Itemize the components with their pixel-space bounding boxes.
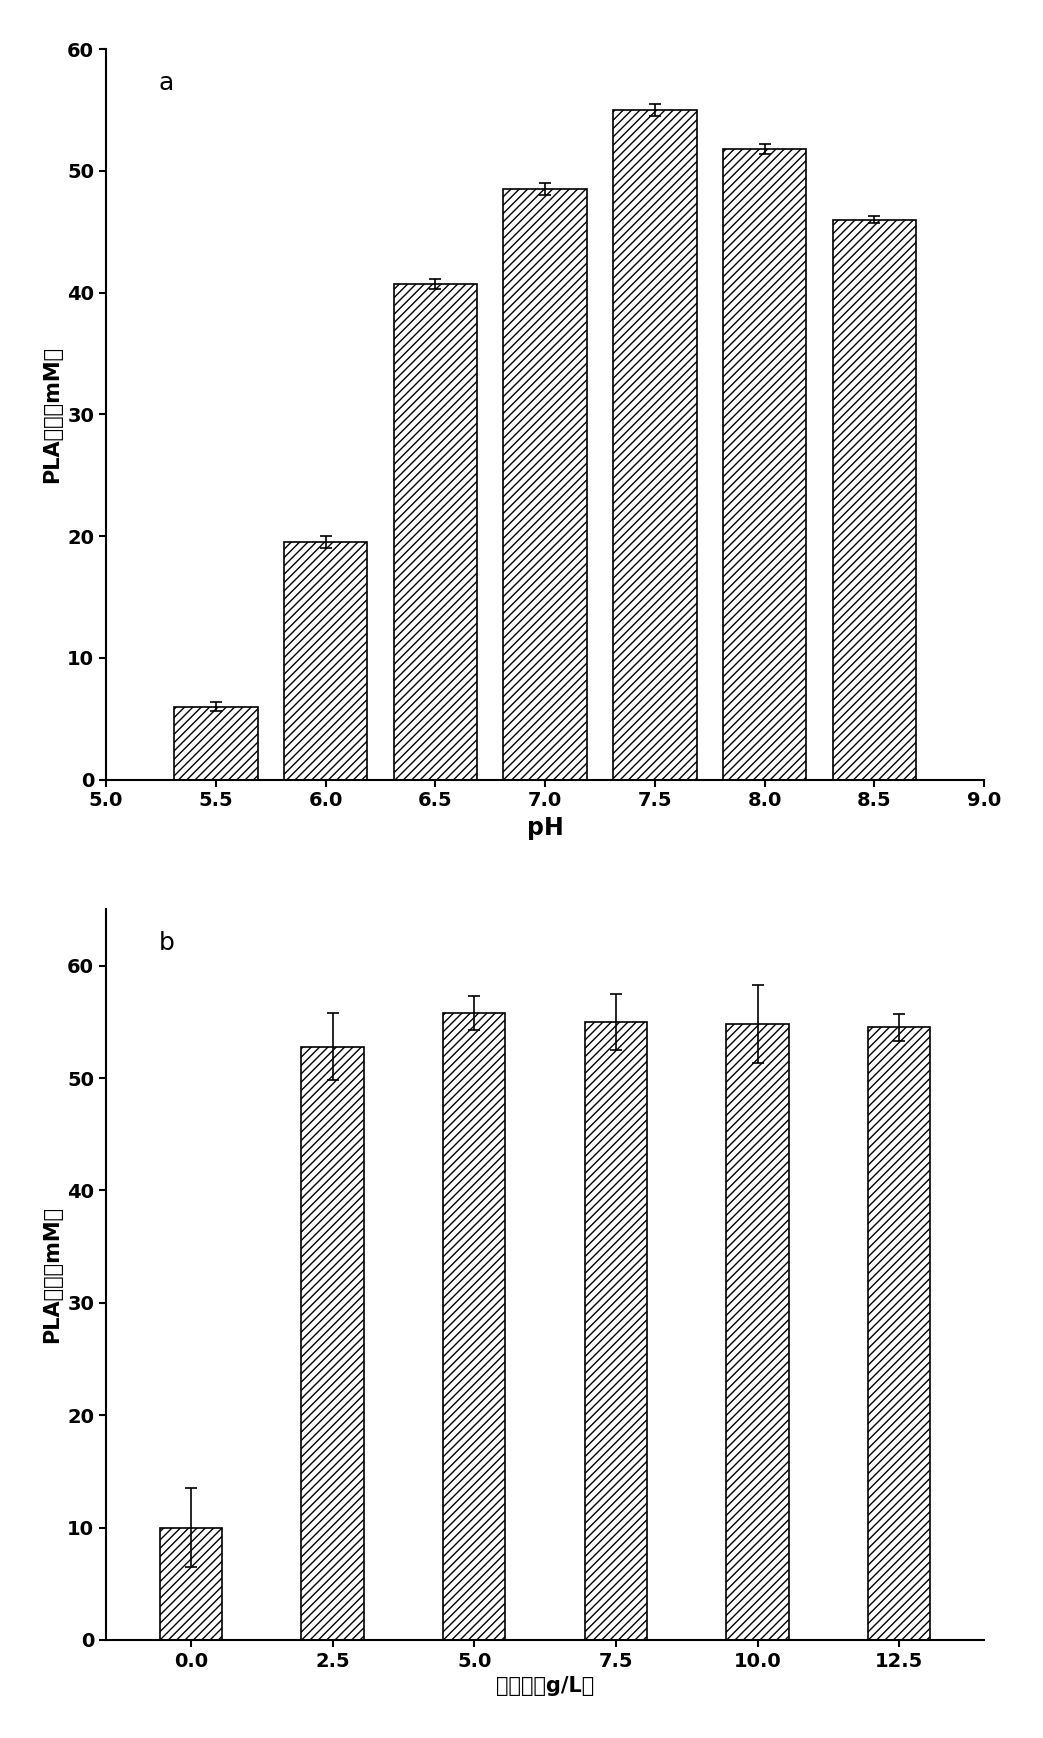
X-axis label: 葡萄糖（g/L）: 葡萄糖（g/L） — [496, 1677, 595, 1696]
Y-axis label: PLA产量（mM）: PLA产量（mM） — [42, 1206, 62, 1343]
Bar — [585, 1022, 647, 1641]
Bar — [832, 219, 916, 780]
Bar — [301, 1046, 364, 1641]
Bar — [284, 542, 367, 780]
Bar — [443, 1013, 506, 1641]
Bar — [174, 707, 258, 780]
Bar — [613, 109, 697, 780]
Bar — [393, 283, 477, 780]
Bar — [723, 149, 806, 780]
Bar — [868, 1027, 930, 1641]
Bar — [504, 189, 587, 780]
Bar — [726, 1024, 789, 1641]
Text: a: a — [159, 71, 174, 96]
Y-axis label: PLA产量（mM）: PLA产量（mM） — [42, 346, 62, 483]
Bar — [160, 1528, 222, 1641]
X-axis label: pH: pH — [527, 817, 563, 839]
Text: b: b — [159, 932, 174, 956]
